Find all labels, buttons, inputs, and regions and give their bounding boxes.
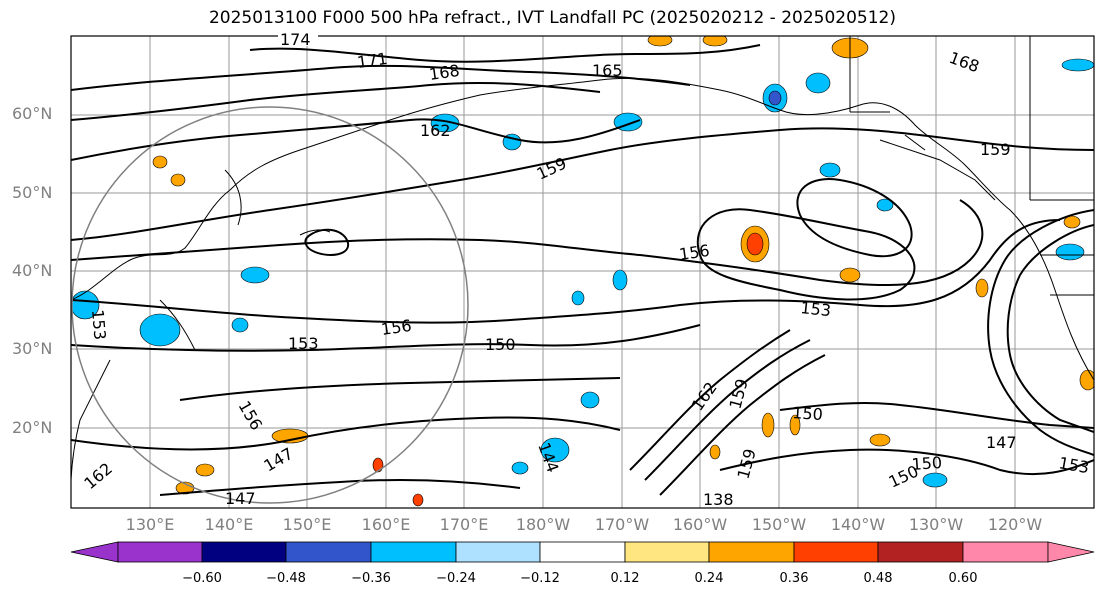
colorbar-segment (285, 541, 372, 563)
colorbar-tick-label: −0.24 (436, 571, 476, 586)
lat-label-20n: 20°N (12, 418, 53, 437)
lon-label-120w: 120°W (987, 515, 1043, 534)
contour-label: 153 (800, 298, 832, 320)
lon-label-170e: 170°E (439, 515, 489, 534)
contour-label: 168 (428, 61, 461, 84)
colorbar-tick-label: 0.24 (694, 571, 724, 586)
colorbar-tick-label: 0.36 (779, 571, 809, 586)
lon-label-130w: 130°W (908, 515, 964, 534)
lon-label-160w: 160°W (672, 515, 728, 534)
contour-label: 174 (280, 30, 311, 49)
colorbar-segment (877, 541, 964, 563)
colorbar-tick-label: −0.60 (182, 571, 222, 586)
lon-label-170w: 170°W (594, 515, 650, 534)
lon-label-160e: 160°E (361, 515, 411, 534)
contour-label: 147 (225, 489, 256, 508)
colorbar-segment (70, 541, 119, 563)
shaded-anomalies (71, 36, 1094, 507)
contour-label: 153 (88, 309, 110, 341)
contour-label: 153 (288, 334, 319, 353)
contour-label: 171 (356, 49, 389, 72)
contour-label: 150 (485, 335, 516, 354)
contour-label: 147 (986, 433, 1017, 452)
lat-label-30n: 30°N (12, 339, 53, 358)
colorbar-segment (117, 541, 203, 563)
contour-label: 150 (911, 453, 943, 474)
colorbar-tick-label: 0.12 (610, 571, 640, 586)
colorbar-segment (455, 541, 541, 563)
refractivity-contours (71, 44, 1094, 496)
lon-label-140e: 140°E (204, 515, 254, 534)
landfall-region-circle (71, 106, 469, 504)
colorbar-tick-label: −0.36 (351, 571, 391, 586)
map-title: 2025013100 F000 500 hPa refract., IVT La… (208, 8, 896, 28)
lat-label-60n: 60°N (12, 104, 53, 123)
lat-label-40n: 40°N (12, 261, 53, 280)
lon-label-150e: 150°E (282, 515, 332, 534)
colorbar-segment (624, 541, 710, 563)
plot-frame (70, 35, 1095, 509)
lon-label-150w: 150°W (751, 515, 807, 534)
contour-label: 165 (592, 61, 623, 80)
colorbar (70, 541, 1095, 563)
contour-label: 138 (703, 490, 734, 509)
lon-label-130e: 130°E (125, 515, 175, 534)
contour-label: 156 (380, 316, 413, 339)
contour-label: 156 (678, 241, 711, 264)
colorbar-tick-label: −0.12 (520, 571, 560, 586)
contour-label: 162 (420, 121, 451, 140)
colorbar-tick-label: −0.48 (266, 571, 306, 586)
contour-label: 159 (980, 140, 1011, 159)
colorbar-segment (793, 541, 879, 563)
colorbar-tick-label: 0.60 (948, 571, 978, 586)
contour-label: 150 (792, 403, 824, 424)
lon-label-140w: 140°W (830, 515, 886, 534)
colorbar-segment (1047, 541, 1095, 563)
colorbar-segment (962, 541, 1049, 563)
graticule (71, 36, 1094, 508)
lat-label-50n: 50°N (12, 183, 53, 202)
plot-area (71, 36, 1094, 508)
lon-label-180w: 180°W (515, 515, 571, 534)
colorbar-segment (708, 541, 795, 563)
colorbar-segment (370, 541, 457, 563)
colorbar-tick-label: 0.48 (863, 571, 893, 586)
colorbar-segment (201, 541, 287, 563)
colorbar-segment (539, 541, 626, 563)
